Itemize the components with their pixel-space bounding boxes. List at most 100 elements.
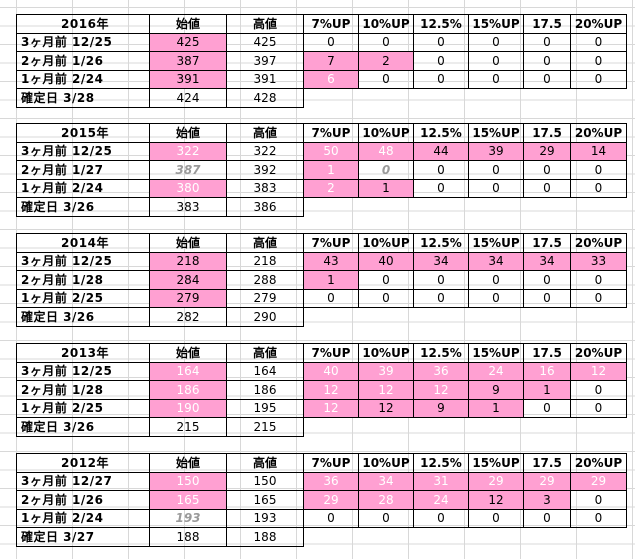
year-cell[interactable]: 2015年: [16, 123, 150, 143]
up-cell[interactable]: 50: [303, 141, 359, 161]
up-cell[interactable]: 12: [358, 398, 414, 418]
up-cell[interactable]: 0: [570, 51, 627, 71]
col-10up[interactable]: 10%UP: [358, 343, 414, 363]
open-cell[interactable]: 218: [149, 251, 227, 271]
up-cell[interactable]: 36: [303, 471, 359, 491]
open-cell[interactable]: 284: [149, 270, 227, 290]
row-label[interactable]: 1ヶ月前 2/24: [16, 508, 150, 528]
up-cell[interactable]: 0: [468, 270, 524, 290]
row-label[interactable]: 1ヶ月前 2/25: [16, 398, 150, 418]
open-cell[interactable]: 164: [149, 361, 227, 381]
up-cell[interactable]: 0: [523, 270, 571, 290]
high-cell[interactable]: 279: [226, 288, 304, 308]
row-label[interactable]: 3ヶ月前 12/25: [16, 32, 150, 52]
col-high[interactable]: 高値: [226, 453, 304, 473]
row-label[interactable]: 2ヶ月前 1/26: [16, 490, 150, 510]
open-cell[interactable]: 188: [149, 527, 227, 547]
col-20up[interactable]: 20%UP: [570, 233, 627, 253]
col-17-5[interactable]: 17.5: [523, 123, 571, 143]
up-cell[interactable]: 0: [523, 398, 571, 418]
high-cell[interactable]: 218: [226, 251, 304, 271]
up-cell[interactable]: 0: [413, 270, 469, 290]
open-cell[interactable]: 424: [149, 88, 227, 108]
col-15up[interactable]: 15%UP: [468, 14, 524, 34]
up-cell[interactable]: 0: [413, 288, 469, 308]
col-15up[interactable]: 15%UP: [468, 453, 524, 473]
col-15up[interactable]: 15%UP: [468, 343, 524, 363]
up-cell[interactable]: 24: [413, 490, 469, 510]
col-20up[interactable]: 20%UP: [570, 343, 627, 363]
year-cell[interactable]: 2012年: [16, 453, 150, 473]
high-cell[interactable]: 397: [226, 51, 304, 71]
col-17-5[interactable]: 17.5: [523, 233, 571, 253]
high-cell[interactable]: 215: [226, 417, 304, 437]
up-cell[interactable]: 0: [570, 508, 627, 528]
open-cell[interactable]: 150: [149, 471, 227, 491]
col-17-5[interactable]: 17.5: [523, 453, 571, 473]
up-cell[interactable]: 34: [468, 251, 524, 271]
up-cell[interactable]: 28: [358, 490, 414, 510]
high-cell[interactable]: 391: [226, 69, 304, 89]
col-open[interactable]: 始値: [149, 453, 227, 473]
up-cell[interactable]: 0: [523, 160, 571, 180]
up-cell[interactable]: 0: [358, 32, 414, 52]
up-cell[interactable]: 1: [303, 270, 359, 290]
col-7up[interactable]: 7%UP: [303, 123, 359, 143]
col-high[interactable]: 高値: [226, 343, 304, 363]
col-open[interactable]: 始値: [149, 233, 227, 253]
high-cell[interactable]: 392: [226, 160, 304, 180]
col-high[interactable]: 高値: [226, 14, 304, 34]
up-cell[interactable]: 0: [303, 508, 359, 528]
row-label[interactable]: 3ヶ月前 12/27: [16, 471, 150, 491]
up-cell[interactable]: 1: [523, 380, 571, 400]
up-cell[interactable]: 7: [303, 51, 359, 71]
up-cell[interactable]: 0: [570, 178, 627, 198]
high-cell[interactable]: 322: [226, 141, 304, 161]
col-high[interactable]: 高値: [226, 123, 304, 143]
row-label[interactable]: 2ヶ月前 1/28: [16, 380, 150, 400]
up-cell[interactable]: 31: [413, 471, 469, 491]
row-label[interactable]: 1ヶ月前 2/25: [16, 288, 150, 308]
col-open[interactable]: 始値: [149, 14, 227, 34]
high-cell[interactable]: 383: [226, 178, 304, 198]
col-17-5[interactable]: 17.5: [523, 14, 571, 34]
up-cell[interactable]: 0: [468, 51, 524, 71]
up-cell[interactable]: 0: [468, 32, 524, 52]
up-cell[interactable]: 0: [413, 178, 469, 198]
open-cell[interactable]: 190: [149, 398, 227, 418]
up-cell[interactable]: 40: [303, 361, 359, 381]
col-7up[interactable]: 7%UP: [303, 233, 359, 253]
col-10up[interactable]: 10%UP: [358, 453, 414, 473]
up-cell[interactable]: 0: [468, 160, 524, 180]
col-12-5[interactable]: 12.5%: [413, 233, 469, 253]
high-cell[interactable]: 165: [226, 490, 304, 510]
up-cell[interactable]: 0: [570, 380, 627, 400]
open-cell[interactable]: 322: [149, 141, 227, 161]
high-cell[interactable]: 290: [226, 307, 304, 327]
col-10up[interactable]: 10%UP: [358, 14, 414, 34]
up-cell[interactable]: 0: [570, 160, 627, 180]
year-cell[interactable]: 2013年: [16, 343, 150, 363]
col-7up[interactable]: 7%UP: [303, 343, 359, 363]
up-cell[interactable]: 0: [413, 508, 469, 528]
row-label[interactable]: 3ヶ月前 12/25: [16, 251, 150, 271]
open-cell[interactable]: 391: [149, 69, 227, 89]
open-cell[interactable]: 186: [149, 380, 227, 400]
up-cell[interactable]: 34: [523, 251, 571, 271]
up-cell[interactable]: 34: [413, 251, 469, 271]
up-cell[interactable]: 0: [468, 178, 524, 198]
up-cell[interactable]: 24: [468, 361, 524, 381]
up-cell[interactable]: 0: [413, 69, 469, 89]
row-label[interactable]: 確定日 3/26: [16, 197, 150, 217]
high-cell[interactable]: 195: [226, 398, 304, 418]
row-label[interactable]: 確定日 3/26: [16, 307, 150, 327]
col-12-5[interactable]: 12.5%: [413, 343, 469, 363]
high-cell[interactable]: 193: [226, 508, 304, 528]
up-cell[interactable]: 0: [570, 270, 627, 290]
col-10up[interactable]: 10%UP: [358, 233, 414, 253]
high-cell[interactable]: 425: [226, 32, 304, 52]
col-20up[interactable]: 20%UP: [570, 453, 627, 473]
open-cell[interactable]: 165: [149, 490, 227, 510]
up-cell[interactable]: 29: [468, 471, 524, 491]
up-cell[interactable]: 2: [358, 51, 414, 71]
